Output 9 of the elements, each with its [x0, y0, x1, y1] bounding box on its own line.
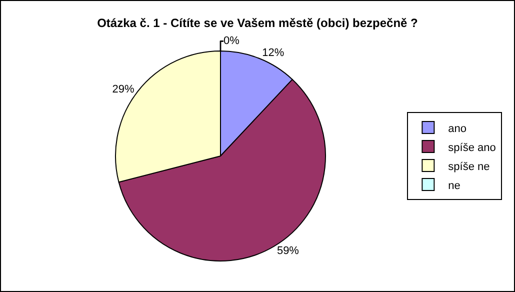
- legend-label: spíše ne: [448, 160, 490, 173]
- legend-label: ne: [448, 180, 460, 192]
- data-label: 59%: [276, 244, 300, 257]
- data-label: 12%: [262, 47, 284, 60]
- legend-label: ano: [448, 122, 467, 135]
- text: 0%: [224, 35, 240, 48]
- legend-label: spíše ano: [448, 142, 496, 154]
- data-label: 29%: [112, 83, 135, 96]
- chart-title: Otázka č. 1 - Cítíte se ve Vašem městě (obci) bezpečně ?: [97, 16, 418, 30]
